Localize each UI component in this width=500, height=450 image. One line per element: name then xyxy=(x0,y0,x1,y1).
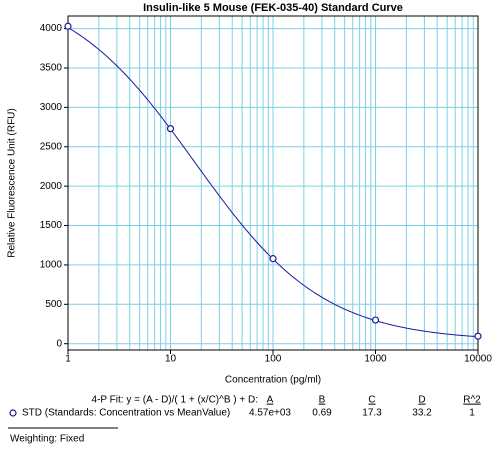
legend-label: STD (Standards: Concentration vs MeanVal… xyxy=(22,408,230,419)
data-point xyxy=(474,332,482,340)
y-tick-label: 2500 xyxy=(40,141,63,152)
x-tick-label: 1000 xyxy=(364,354,387,365)
chart-title: Insulin-like 5 Mouse (FEK-035-40) Standa… xyxy=(143,2,403,14)
weighting: Weighting: Fixed xyxy=(10,434,84,445)
y-tick-label: 3500 xyxy=(40,63,63,74)
x-tick-label: 10 xyxy=(165,354,177,365)
param-value: 4.57e+03 xyxy=(249,408,291,419)
param-value: 33.2 xyxy=(412,408,432,419)
data-point xyxy=(64,22,72,30)
param-name: C xyxy=(368,395,375,406)
y-tick-label: 500 xyxy=(45,299,62,310)
y-tick-label: 0 xyxy=(56,338,62,349)
y-tick-label: 3000 xyxy=(40,102,63,113)
x-tick-label: 1 xyxy=(65,354,71,365)
param-name: B xyxy=(319,395,326,406)
y-tick-label: 4000 xyxy=(40,23,63,34)
param-value: 17.3 xyxy=(362,408,382,419)
r2-value: 1 xyxy=(469,408,475,419)
param-value: 0.69 xyxy=(312,408,332,419)
y-axis-label: Relative Fluorescence Unit (RFU) xyxy=(7,108,18,258)
fit-equation: 4-P Fit: y = (A - D)/( 1 + (x/C)^B ) + D… xyxy=(92,395,258,406)
data-point xyxy=(269,255,277,263)
param-name: D xyxy=(418,395,425,406)
plot-frame xyxy=(67,15,479,351)
y-tick-label: 1000 xyxy=(40,260,63,271)
param-name: A xyxy=(267,395,274,406)
x-tick-label: 10000 xyxy=(464,354,492,365)
y-tick-label: 2000 xyxy=(40,181,63,192)
x-axis-label: Concentration (pg/ml) xyxy=(225,375,321,386)
legend-marker xyxy=(9,409,17,417)
data-point xyxy=(166,125,175,133)
y-tick-label: 1500 xyxy=(40,220,63,231)
x-tick-label: 100 xyxy=(265,354,282,365)
data-point xyxy=(371,316,380,324)
r2-name: R^2 xyxy=(463,395,481,406)
